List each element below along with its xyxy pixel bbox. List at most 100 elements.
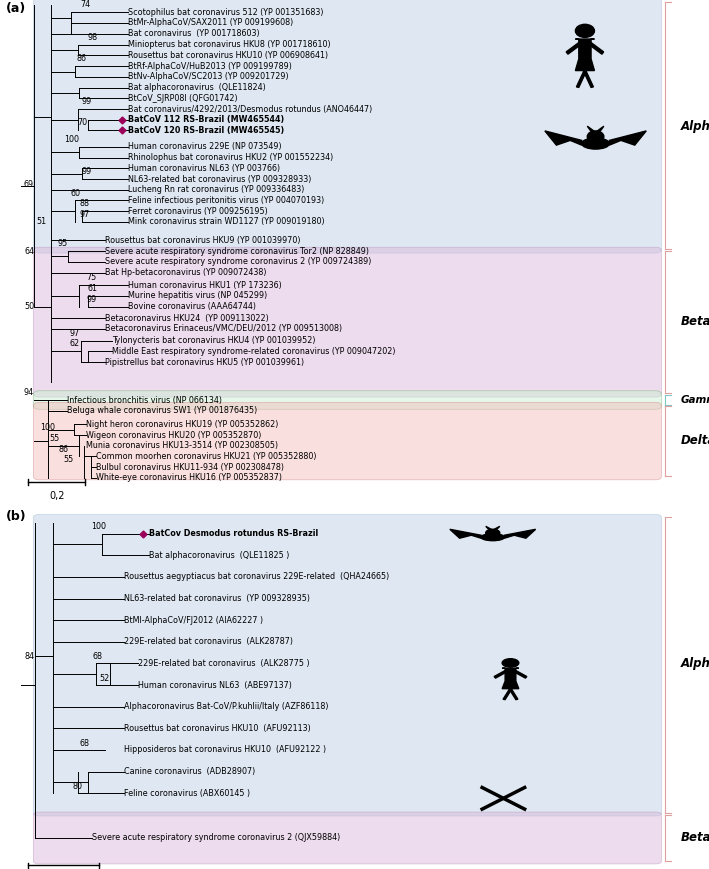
FancyBboxPatch shape	[33, 0, 661, 253]
Text: NL63-related bat coronavirus  (YP 009328935): NL63-related bat coronavirus (YP 0093289…	[124, 594, 310, 603]
Text: 80: 80	[72, 782, 82, 791]
Text: 95: 95	[58, 239, 68, 249]
FancyBboxPatch shape	[33, 247, 661, 397]
Polygon shape	[609, 131, 647, 145]
Text: 100: 100	[91, 522, 106, 532]
Text: 64: 64	[24, 247, 34, 255]
Text: 55: 55	[50, 434, 60, 443]
Text: Scotophilus bat coronavirus 512 (YP 001351683): Scotophilus bat coronavirus 512 (YP 0013…	[128, 8, 323, 17]
Text: Human coronavirus HKU1 (YP 173236): Human coronavirus HKU1 (YP 173236)	[128, 281, 281, 289]
Polygon shape	[504, 529, 536, 538]
Text: BatCoV 112 RS-Brazil (MW465544): BatCoV 112 RS-Brazil (MW465544)	[128, 116, 284, 124]
Text: 55: 55	[64, 455, 74, 464]
Text: (b): (b)	[6, 510, 26, 523]
Circle shape	[576, 24, 594, 37]
Text: 86: 86	[58, 445, 68, 454]
Polygon shape	[450, 529, 481, 538]
Text: 98: 98	[88, 33, 98, 42]
Text: Alphacoronavirus: Alphacoronavirus	[681, 120, 709, 133]
Text: 61: 61	[88, 284, 98, 293]
Text: Bat alphacoronavirus  (QLE11824): Bat alphacoronavirus (QLE11824)	[128, 83, 265, 92]
Text: Wigeon coronavirus HKU20 (YP 005352870): Wigeon coronavirus HKU20 (YP 005352870)	[86, 430, 262, 440]
Text: Severe acute respiratory syndrome coronavirus Tor2 (NP 828849): Severe acute respiratory syndrome corona…	[105, 247, 369, 255]
Text: 60: 60	[71, 189, 81, 197]
Text: Tylonycteris bat coronavirus HKU4 (YP 001039952): Tylonycteris bat coronavirus HKU4 (YP 00…	[112, 336, 316, 345]
Polygon shape	[494, 671, 507, 678]
Text: 99: 99	[86, 295, 96, 303]
Text: 84: 84	[24, 652, 34, 660]
FancyBboxPatch shape	[33, 514, 661, 816]
Text: 0,2: 0,2	[49, 490, 65, 501]
Text: Hipposideros bat coronavirus HKU10  (AFU92122 ): Hipposideros bat coronavirus HKU10 (AFU9…	[124, 746, 326, 754]
Text: Munia coronavirus HKU13-3514 (YP 002308505): Munia coronavirus HKU13-3514 (YP 0023085…	[86, 441, 279, 450]
Text: Alphacoronavirus Bat-CoV/P.kuhlii/Italy (AZF86118): Alphacoronavirus Bat-CoV/P.kuhlii/Italy …	[124, 702, 328, 711]
Text: Rousettus bat coronavirus HKU10  (AFU92113): Rousettus bat coronavirus HKU10 (AFU9211…	[124, 724, 311, 733]
Text: Lucheng Rn rat coronavirus (YP 009336483): Lucheng Rn rat coronavirus (YP 009336483…	[128, 185, 304, 195]
Polygon shape	[503, 688, 512, 700]
FancyBboxPatch shape	[33, 391, 661, 409]
Polygon shape	[587, 126, 595, 132]
Circle shape	[502, 659, 519, 667]
Text: 99: 99	[82, 167, 92, 176]
Text: 94: 94	[24, 388, 34, 397]
Text: 75: 75	[86, 273, 96, 282]
Polygon shape	[502, 668, 519, 688]
Text: 100: 100	[65, 135, 79, 144]
Text: 69: 69	[24, 181, 34, 189]
Text: Gammacoronavirus: Gammacoronavirus	[681, 395, 709, 405]
Text: Betacoronavirus Erinaceus/VMC/DEU/2012 (YP 009513008): Betacoronavirus Erinaceus/VMC/DEU/2012 (…	[105, 324, 342, 334]
Text: 229E-related bat coronavirus  (ALK28787): 229E-related bat coronavirus (ALK28787)	[124, 637, 293, 647]
Text: Deltacoronavirus: Deltacoronavirus	[681, 434, 709, 448]
Text: Night heron coronavirus HKU19 (YP 005352862): Night heron coronavirus HKU19 (YP 005352…	[86, 420, 279, 428]
Text: 52: 52	[100, 674, 110, 683]
Polygon shape	[584, 70, 593, 88]
Text: Canine coronavirus  (ADB28907): Canine coronavirus (ADB28907)	[124, 767, 255, 776]
Text: 74: 74	[81, 0, 91, 10]
Ellipse shape	[481, 534, 505, 541]
Text: Human coronavirus 229E (NP 073549): Human coronavirus 229E (NP 073549)	[128, 143, 281, 151]
Text: Human coronavirus NL63  (ABE97137): Human coronavirus NL63 (ABE97137)	[138, 680, 292, 690]
Text: Bat alphacoronavirus  (QLE11825 ): Bat alphacoronavirus (QLE11825 )	[149, 551, 289, 560]
Polygon shape	[596, 126, 604, 132]
Polygon shape	[493, 527, 500, 530]
Text: 51: 51	[36, 217, 46, 227]
FancyBboxPatch shape	[33, 402, 661, 480]
Text: Pipistrellus bat coronavirus HKU5 (YP 001039961): Pipistrellus bat coronavirus HKU5 (YP 00…	[105, 357, 304, 367]
Text: 68: 68	[93, 653, 103, 661]
Ellipse shape	[581, 138, 609, 149]
Text: 97: 97	[79, 210, 89, 219]
Text: Rousettus bat coronavirus HKU10 (YP 006908641): Rousettus bat coronavirus HKU10 (YP 0069…	[128, 51, 328, 60]
Text: Feline coronavirus (ABX60145 ): Feline coronavirus (ABX60145 )	[124, 789, 250, 798]
Polygon shape	[566, 43, 581, 54]
Text: (a): (a)	[6, 3, 26, 16]
Text: Murine hepatitis virus (NP 045299): Murine hepatitis virus (NP 045299)	[128, 291, 267, 301]
Text: BtMI-AlphaCoV/FJ2012 (AIA62227 ): BtMI-AlphaCoV/FJ2012 (AIA62227 )	[124, 615, 263, 625]
Text: 50: 50	[24, 302, 34, 311]
FancyBboxPatch shape	[33, 812, 661, 864]
Text: 68: 68	[79, 739, 89, 748]
Text: Bat coronavirus/4292/2013/Desmodus rotundus (ANO46447): Bat coronavirus/4292/2013/Desmodus rotun…	[128, 104, 372, 114]
Text: BtRf-AlphaCoV/HuB2013 (YP 009199789): BtRf-AlphaCoV/HuB2013 (YP 009199789)	[128, 62, 291, 70]
Text: Mink coronavirus strain WD1127 (YP 009019180): Mink coronavirus strain WD1127 (YP 00901…	[128, 217, 324, 227]
Text: 229E-related bat coronavirus  (ALK28775 ): 229E-related bat coronavirus (ALK28775 )	[138, 659, 310, 668]
Text: Rousettus bat coronavirus HKU9 (YP 001039970): Rousettus bat coronavirus HKU9 (YP 00103…	[105, 235, 301, 245]
Text: White-eye coronavirus HKU16 (YP 005352837): White-eye coronavirus HKU16 (YP 00535283…	[96, 474, 282, 482]
Text: Betacoronavirus: Betacoronavirus	[681, 315, 709, 328]
Polygon shape	[486, 527, 492, 530]
Text: Bat coronavirus  (YP 001718603): Bat coronavirus (YP 001718603)	[128, 29, 259, 38]
Text: 70: 70	[78, 118, 88, 128]
Text: BtCoV_SJRP08I (QFG01742): BtCoV_SJRP08I (QFG01742)	[128, 94, 238, 103]
Text: Severe acute respiratory syndrome coronavirus 2 (YP 009724389): Severe acute respiratory syndrome corona…	[105, 257, 372, 266]
Text: Alphacoronavirus: Alphacoronavirus	[681, 657, 709, 670]
Text: 97: 97	[69, 328, 79, 338]
Text: BtNv-AlphaCoV/SC2013 (YP 009201729): BtNv-AlphaCoV/SC2013 (YP 009201729)	[128, 72, 289, 82]
Text: Miniopterus bat coronavirus HKU8 (YP 001718610): Miniopterus bat coronavirus HKU8 (YP 001…	[128, 40, 330, 50]
Text: Human coronavirus NL63 (YP 003766): Human coronavirus NL63 (YP 003766)	[128, 164, 280, 173]
Text: Ferret coronavirus (YP 009256195): Ferret coronavirus (YP 009256195)	[128, 207, 267, 216]
Text: Feline infectious peritonitis virus (YP 004070193): Feline infectious peritonitis virus (YP …	[128, 196, 324, 205]
Text: NL63-related bat coronavirus (YP 009328933): NL63-related bat coronavirus (YP 0093289…	[128, 175, 311, 183]
Circle shape	[486, 529, 500, 536]
Text: Bulbul coronavirus HKU11-934 (YP 002308478): Bulbul coronavirus HKU11-934 (YP 0023084…	[96, 462, 284, 472]
Text: Bovine coronavirus (AAA64744): Bovine coronavirus (AAA64744)	[128, 302, 256, 311]
Text: Common moorhen coronavirus HKU21 (YP 005352880): Common moorhen coronavirus HKU21 (YP 005…	[96, 452, 317, 461]
